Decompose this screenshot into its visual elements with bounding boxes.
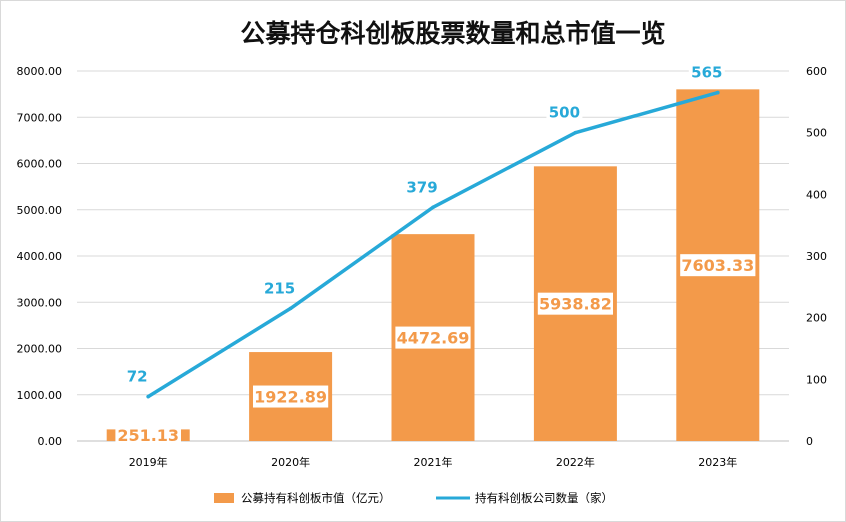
x-category-label: 2021年 xyxy=(414,455,453,469)
line-label-box xyxy=(546,102,583,121)
line-point xyxy=(716,90,720,95)
legend-bar-label: 公募持有科创板市值（亿元） xyxy=(241,491,391,505)
line-data-label: 565 xyxy=(691,64,722,82)
bar-data-label: 5938.82 xyxy=(539,295,612,314)
left-tick-label: 3000.00 xyxy=(17,296,63,309)
line-data-label: 72 xyxy=(127,368,148,386)
bar-label-box xyxy=(253,385,329,408)
x-category-label: 2023年 xyxy=(698,455,737,469)
left-tick-label: 6000.00 xyxy=(17,158,63,171)
line-label-box xyxy=(124,366,151,385)
left-tick-label: 5000.00 xyxy=(17,204,63,217)
legend-line-label: 持有科创板公司数量（家） xyxy=(475,491,613,505)
line-data-label: 500 xyxy=(549,104,580,122)
line-point xyxy=(431,205,435,210)
bar-data-label: 4472.69 xyxy=(397,329,470,348)
right-tick-label: 300 xyxy=(806,250,827,263)
left-tick-label: 4000.00 xyxy=(17,250,63,263)
bar-data-label: 7603.33 xyxy=(681,256,754,275)
right-tick-label: 0 xyxy=(806,435,813,448)
bar-data-labels: 251.13 1922.89 4472.69 5938.82 7603.33 xyxy=(115,254,756,447)
bar-label-box xyxy=(680,254,756,277)
right-tick-label: 200 xyxy=(806,312,827,325)
bar-data-label: 1922.89 xyxy=(254,388,327,407)
bar-label-box xyxy=(395,326,471,349)
right-axis-ticks: 0 100 200 300 400 500 600 xyxy=(806,65,827,448)
x-category-label: 2022年 xyxy=(556,455,595,469)
right-tick-label: 600 xyxy=(806,65,827,78)
line-point xyxy=(146,394,150,399)
bar-label-box xyxy=(115,424,181,447)
line-series xyxy=(146,90,720,399)
bar-series xyxy=(106,89,760,442)
x-category-label: 2020年 xyxy=(271,455,310,469)
bar-label-box xyxy=(537,292,613,315)
left-axis-ticks: 0.00 1000.00 2000.00 3000.00 4000.00 5000.00 6… xyxy=(17,65,63,448)
left-tick-label: 7000.00 xyxy=(17,111,63,124)
left-tick-label: 1000.00 xyxy=(17,389,63,402)
legend: 公募持有科创板市值（亿元） 持有科创板公司数量（家） xyxy=(214,491,613,505)
line-label-box xyxy=(261,278,298,297)
left-tick-label: 2000.00 xyxy=(17,343,63,356)
right-tick-label: 500 xyxy=(806,127,827,140)
right-tick-label: 400 xyxy=(806,188,827,201)
x-category-label: 2019年 xyxy=(129,455,168,469)
x-axis-categories: 2019年 2020年 2021年 2022年 2023年 xyxy=(129,455,738,469)
right-tick-label: 100 xyxy=(806,373,827,386)
legend-bar-swatch xyxy=(214,493,234,503)
gridlines xyxy=(77,70,789,442)
left-tick-label: 8000.00 xyxy=(17,65,63,78)
bar-data-label: 251.13 xyxy=(117,426,179,445)
line-point xyxy=(288,306,293,311)
line-point xyxy=(573,130,578,135)
line-label-box xyxy=(404,177,440,196)
chart-title: 公募持仓科创板股票数量和总市值一览 xyxy=(240,19,665,48)
left-tick-label: 0.00 xyxy=(38,435,63,448)
line-data-label: 215 xyxy=(264,279,295,297)
line-data-label: 379 xyxy=(406,178,437,196)
line-data-labels: 72 215 379 500 565 xyxy=(124,62,725,386)
line-label-box xyxy=(688,62,725,81)
